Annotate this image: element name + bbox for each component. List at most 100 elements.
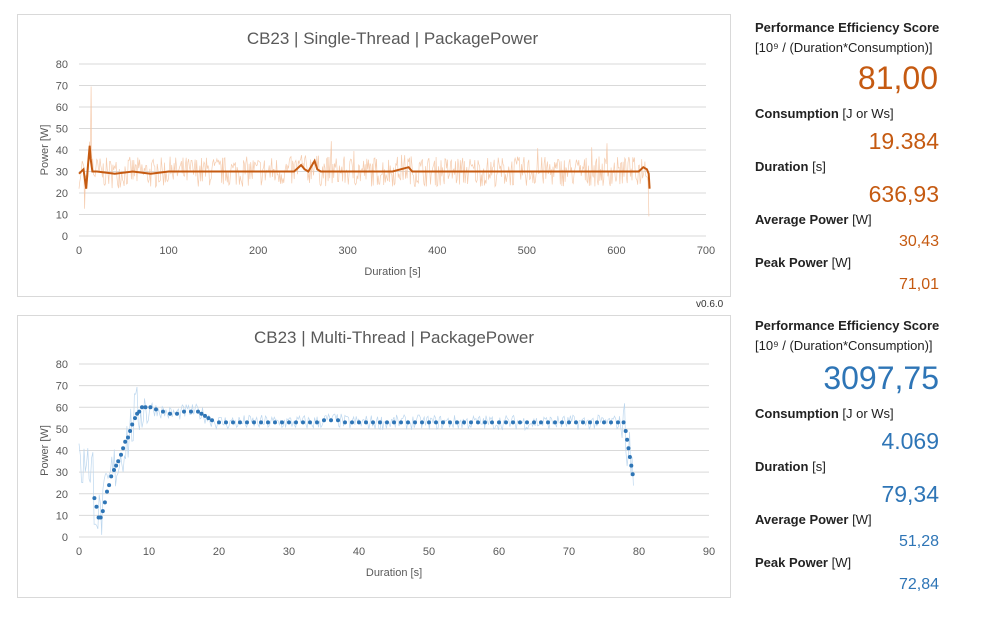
data-point: [413, 420, 417, 425]
y-tick-label: 20: [56, 188, 68, 200]
x-tick-label: 300: [339, 245, 357, 257]
data-point: [182, 409, 186, 414]
data-point: [107, 483, 112, 488]
x-tick-label: 70: [563, 546, 575, 558]
data-point: [203, 413, 207, 418]
data-point: [546, 420, 550, 425]
x-tick-label: 0: [76, 245, 82, 257]
data-point: [343, 420, 347, 425]
data-point: [109, 474, 114, 479]
data-point: [420, 420, 424, 425]
x-tick-label: 500: [518, 245, 536, 257]
data-point: [627, 455, 632, 459]
data-point: [280, 420, 284, 425]
data-point: [625, 437, 630, 442]
data-point: [137, 409, 142, 414]
y-tick-label: 60: [56, 402, 68, 414]
data-point: [161, 409, 165, 414]
data-point: [121, 446, 126, 451]
consumption-value: 19.384: [868, 128, 939, 154]
data-point: [266, 420, 270, 425]
data-point: [525, 420, 529, 425]
x-tick-label: 400: [428, 245, 446, 257]
data-point: [189, 409, 193, 414]
multi-thread-chart-svg: CB23 | Multi-Thread | PackagePower 0 10 20 3…: [39, 328, 715, 579]
data-point: [114, 463, 119, 468]
single-thread-chart: CB23 | Single-Thread | PackagePower 0 10 20…: [17, 14, 731, 297]
data-point: [357, 420, 361, 425]
data-point: [399, 420, 403, 425]
data-point: [629, 463, 634, 468]
data-point: [94, 504, 99, 509]
data-point: [469, 420, 473, 425]
raw-power-trace: [78, 386, 634, 535]
x-tick-label: 200: [249, 245, 267, 257]
raw-power-trace: [78, 86, 650, 217]
data-point: [148, 405, 153, 410]
y-tick-label: 70: [56, 81, 68, 93]
data-point: [504, 420, 508, 425]
duration-value: 79,34: [881, 481, 939, 507]
data-point: [168, 411, 172, 416]
data-point: [518, 420, 522, 425]
y-tick-label: 60: [56, 102, 68, 114]
data-point: [560, 420, 564, 425]
data-point: [602, 420, 606, 425]
data-point: [98, 515, 103, 520]
data-point: [553, 420, 557, 425]
data-point: [322, 418, 326, 423]
peak-power-value: 72,84: [898, 576, 939, 593]
avg-power-label: Average Power [W]: [755, 212, 872, 227]
data-point: [490, 420, 494, 425]
y-tick-label: 40: [56, 446, 68, 458]
data-point: [154, 407, 158, 412]
data-point: [462, 420, 466, 425]
consumption-value: 4.069: [881, 428, 939, 454]
y-tick-label: 80: [56, 359, 68, 371]
x-tick-label: 600: [607, 245, 625, 257]
data-point: [100, 509, 105, 514]
data-point: [329, 418, 333, 423]
data-point: [116, 459, 121, 464]
y-tick-label: 50: [56, 424, 68, 436]
data-point: [143, 405, 148, 410]
data-point: [511, 420, 515, 425]
data-point: [133, 416, 137, 421]
data-point: [392, 420, 396, 425]
data-point: [252, 420, 256, 425]
data-point: [574, 420, 578, 425]
x-tick-label: 50: [423, 546, 435, 558]
data-point: [217, 420, 221, 425]
data-point: [245, 420, 249, 425]
single-thread-chart-svg: CB23 | Single-Thread | PackagePower 0 10 20…: [39, 29, 715, 278]
data-point: [175, 411, 179, 416]
y-axis-label: Power [W]: [39, 425, 51, 476]
x-tick-label: 40: [353, 546, 365, 558]
x-axis-label: Duration [s]: [366, 567, 422, 579]
x-tick-label: 100: [159, 245, 177, 257]
data-point: [385, 420, 389, 425]
data-point: [112, 468, 116, 472]
data-point: [140, 405, 144, 410]
data-point: [434, 420, 438, 425]
data-point: [448, 420, 452, 425]
peak-power-label: Peak Power [W]: [755, 555, 852, 570]
x-tick-label: 10: [143, 546, 155, 558]
y-tick-label: 50: [56, 124, 68, 136]
x-tick-label: 20: [213, 546, 225, 558]
y-tick-label: 40: [56, 145, 68, 157]
data-point: [259, 420, 263, 425]
y-tick-label: 20: [56, 489, 68, 501]
data-point: [210, 418, 214, 423]
data-point: [483, 420, 487, 425]
peak-power-label: Peak Power [W]: [755, 255, 852, 270]
y-axis-label: Power [W]: [39, 125, 51, 176]
data-point: [105, 489, 109, 494]
data-point: [455, 420, 459, 425]
y-tick-label: 70: [56, 381, 68, 393]
data-point: [350, 420, 354, 425]
score-unit: [10⁹ / (Duration*Consumption)]: [755, 338, 933, 353]
data-point: [294, 420, 298, 425]
data-point: [128, 429, 133, 433]
data-point: [315, 420, 319, 425]
